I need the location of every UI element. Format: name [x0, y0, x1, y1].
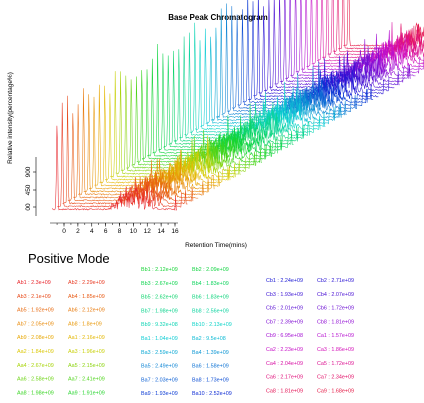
x-tick-label: 10 — [130, 228, 138, 235]
x-tick-label: 14 — [158, 228, 166, 235]
trace-ca3 — [311, 0, 424, 65]
legend-entry-ca1: Ca1 : 1.57e+09 — [317, 333, 354, 339]
legend-entry-cb3: Cb3 : 1.93e+09 — [266, 292, 303, 298]
legend-entry-cb6: Cb6 : 1.72e+09 — [317, 306, 354, 312]
legend-entry-ab1: Ab1 : 2.3e+09 — [17, 280, 51, 286]
legend-entry-ca7: Ca7 : 2.34e+09 — [317, 375, 354, 381]
legend-entry-ab2: Ab2 : 2.29e+09 — [68, 280, 105, 286]
legend-entry-bb5: Bb5 : 2.62e+09 — [141, 295, 178, 301]
legend-entry-ca2: Ca2 : 2.23e+09 — [266, 347, 303, 353]
legend-entry-aa1: Aa1 : 2.16e+09 — [68, 335, 105, 341]
legend-entry-ca8: Ca8 : 1.81e+09 — [266, 388, 303, 394]
x-axis: 0 2 4 6 8 10 12 14 16 — [50, 222, 179, 235]
legend-entry-aa7: Aa7 : 2.41e+09 — [68, 377, 105, 383]
legend-entry-ba1: Ba1 : 1.04e+09 — [141, 336, 178, 342]
legend-entry-ab5: Ab5 : 1.92e+09 — [17, 308, 54, 314]
chart-title: Base Peak Chromatogram — [168, 13, 268, 22]
legend-entry-bb3: Bb3 : 2.67e+09 — [141, 281, 178, 287]
y-axis-label: Relative intensity(percentage%) — [7, 72, 14, 164]
legend-entry-ba2: Ba2 : 9.5e+08 — [192, 336, 226, 342]
legend-entry-aa2: Aa2 : 1.84e+09 — [17, 349, 54, 355]
trace-ca9 — [343, 0, 424, 47]
legend-entry-ca5: Ca5 : 1.72e+09 — [317, 361, 354, 367]
trace-ba6 — [226, 6, 352, 113]
legend-entry-aa8: Aa8 : 1.98e+09 — [17, 390, 54, 396]
legend-entry-bb8: Bb8 : 2.56e+09 — [192, 308, 229, 314]
y-tick-label: 450 — [25, 184, 32, 195]
legend-entry-ca3: Ca3 : 1.86e+09 — [317, 347, 354, 353]
legend-entry-ab9: Ab9 : 2.08e+09 — [17, 335, 54, 341]
legend-entry-ab8: Ab8 : 1.8e+09 — [68, 321, 102, 327]
legend-entry-ca4: Ca4 : 2.04e+09 — [266, 361, 303, 367]
legend-entry-bb2: Bb2 : 2.09e+09 — [192, 267, 229, 273]
legend-entry-ba9: Ba9 : 1.93e+09 — [141, 391, 178, 397]
legend-entry-cb7: Cb7 : 2.39e+09 — [266, 319, 303, 325]
legend-entry-ba8: Ba8 : 1.73e+09 — [192, 377, 229, 383]
legend-entry-ba4: Ba4 : 1.39e+09 — [192, 350, 229, 356]
legend-entry-ca6: Ca6 : 2.17e+09 — [266, 375, 303, 381]
legend-entry-bb7: Bb7 : 1.98e+09 — [141, 308, 178, 314]
legend-entry-ba7: Ba7 : 2.03e+09 — [141, 377, 178, 383]
legend-entry-ba3: Ba3 : 2.59e+09 — [141, 350, 178, 356]
trace-aa2 — [104, 93, 231, 181]
traces-group — [52, 0, 424, 211]
legend-entry-bb4: Bb4 : 1.83e+09 — [192, 281, 229, 287]
legend-entry-bb9: Bb9 : 9.32e+08 — [141, 322, 178, 328]
x-tick-label: 4 — [90, 228, 94, 235]
legend-entry-cb2: Cb2 : 2.71e+09 — [317, 278, 354, 284]
legend-entry-aa9: Aa9 : 1.91e+09 — [68, 390, 105, 396]
legend-entry-ca9: Ca9 : 1.68e+09 — [317, 388, 354, 394]
legend-entry-ab7: Ab7 : 2.05e+09 — [17, 321, 54, 327]
legend-entry-ab6: Ab6 : 2.12e+09 — [68, 308, 105, 314]
legend-entry-aa5: Aa5 : 2.15e+09 — [68, 363, 105, 369]
legend-entry-aa3: Aa3 : 1.96e+09 — [68, 349, 105, 355]
trace-ab1 — [52, 125, 177, 211]
legend-entry-cb1: Cb1 : 2.24e+09 — [266, 278, 303, 284]
y-tick-label: 00 — [25, 203, 32, 211]
x-tick-label: 16 — [171, 228, 179, 235]
y-axis: 00 450 900 — [25, 157, 37, 216]
trace-ba10 — [247, 1, 374, 101]
legend-entry-bb6: Bb6 : 1.83e+09 — [192, 295, 229, 301]
mode-label: Positive Mode — [28, 251, 110, 266]
legend-entry-ab3: Ab3 : 2.1e+09 — [17, 294, 51, 300]
x-tick-label: 12 — [144, 228, 152, 235]
x-tick-label: 0 — [62, 228, 66, 235]
legend-entry-ba6: Ba6 : 1.58e+09 — [192, 364, 229, 370]
trace-bb9 — [189, 22, 315, 133]
legend-entry-bb10: Bb10 : 2.13e+09 — [192, 322, 232, 328]
legend-entry-cb4: Cb4 : 2.07e+09 — [317, 292, 354, 298]
legend-entry-aa4: Aa4 : 2.67e+09 — [17, 363, 54, 369]
legend-entry-aa6: Aa6 : 2.58e+09 — [17, 377, 54, 383]
trace-cb8 — [290, 0, 416, 77]
y-tick-label: 900 — [25, 166, 32, 177]
legend-entry-ab4: Ab4 : 1.85e+09 — [68, 294, 105, 300]
legend-entry-cb8: Cb8 : 1.81e+09 — [317, 319, 354, 325]
legend-entry-ba10: Ba10 : 2.52e+09 — [192, 391, 232, 397]
x-tick-label: 6 — [104, 228, 108, 235]
legend-entry-cb9: Cb9 : 6.95e+08 — [266, 333, 303, 339]
legend-entry-bb1: Bb1 : 2.12e+09 — [141, 267, 178, 273]
x-tick-label: 8 — [118, 228, 122, 235]
x-tick-label: 2 — [76, 228, 80, 235]
legend: Ab1 : 2.3e+09 Ab2 : 2.29e+09 Ab3 : 2.1e+09… — [17, 267, 354, 397]
legend-entry-cb5: Cb5 : 2.01e+09 — [266, 306, 303, 312]
legend-entry-ba5: Ba5 : 2.49e+09 — [141, 364, 178, 370]
x-axis-label: Retention Time(mins) — [185, 242, 247, 249]
